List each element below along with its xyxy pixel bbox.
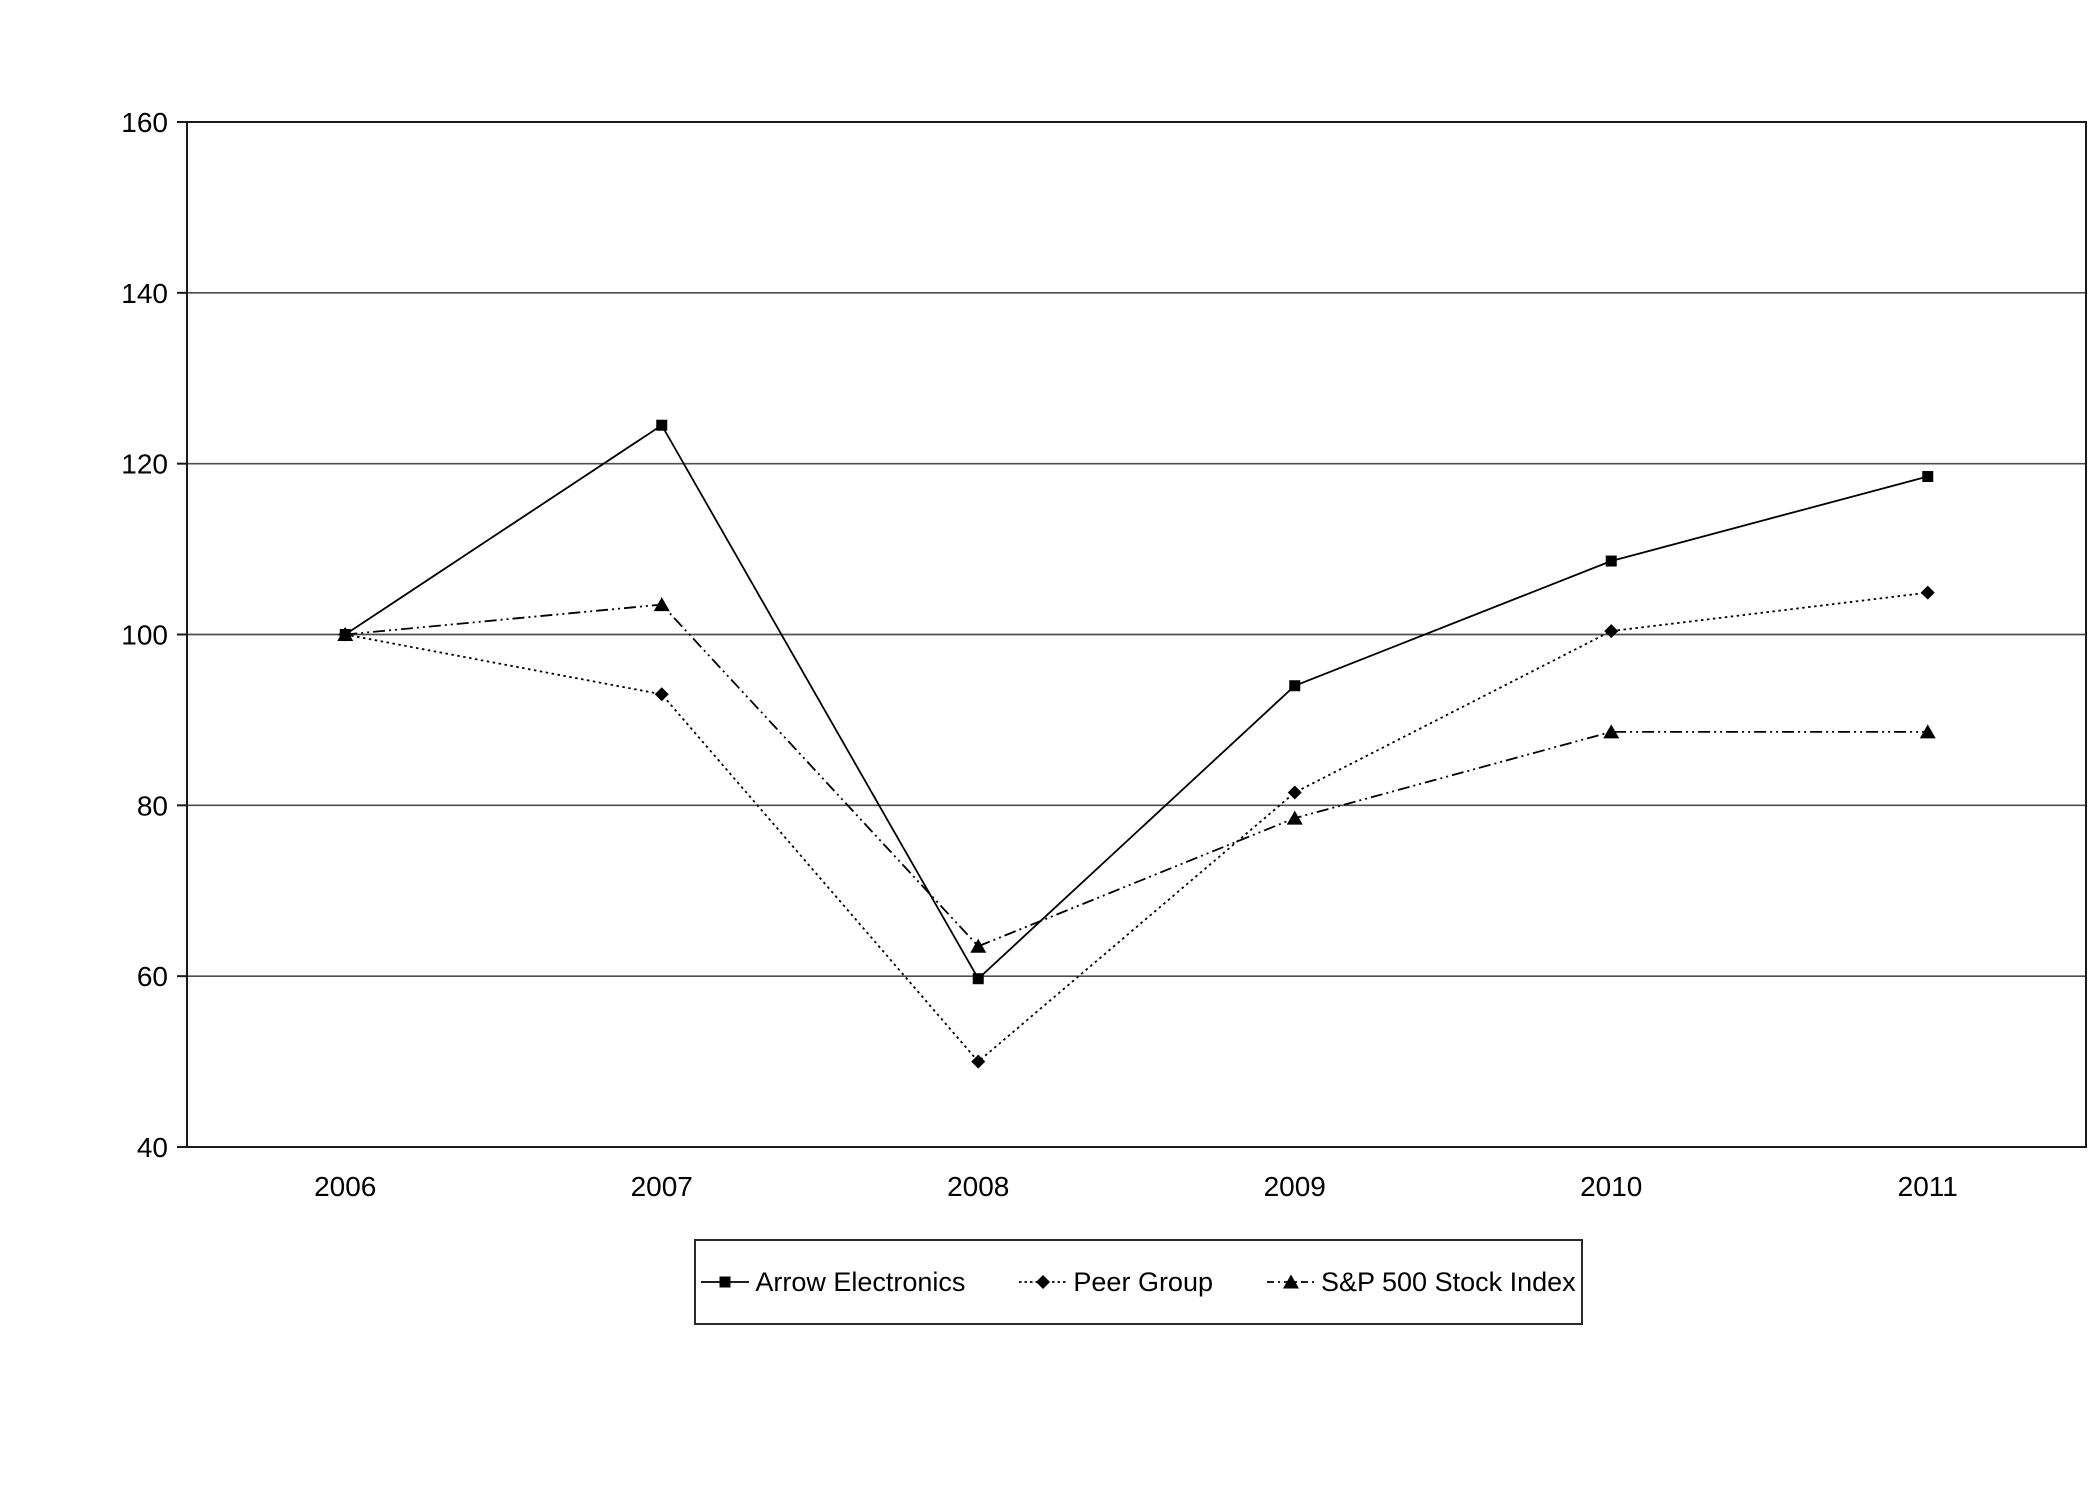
legend-item-peer-group: Peer Group	[1019, 1266, 1213, 1297]
marker-diamond	[1920, 585, 1935, 600]
marker-triangle	[1286, 810, 1303, 825]
series-line-peer-group	[345, 591, 1928, 1063]
y-tick-label: 100	[121, 620, 168, 651]
legend-item-arrow-electronics: Arrow Electronics	[701, 1266, 966, 1297]
legend-marker-diamond	[1036, 1275, 1051, 1289]
plot-border	[186, 121, 2087, 1148]
series-s-p-500-stock-index	[337, 597, 1936, 953]
marker-triangle	[970, 938, 987, 953]
y-tick-label: 140	[121, 278, 168, 309]
x-tick-label: 2006	[314, 1171, 376, 1202]
marker-diamond	[1604, 624, 1619, 639]
legend-label: Peer Group	[1073, 1266, 1213, 1297]
series-line-s-p-500-stock-index	[345, 603, 1928, 948]
legend-swatch-square	[701, 1276, 750, 1288]
legend-label: Arrow Electronics	[755, 1266, 966, 1297]
marker-triangle	[653, 597, 670, 612]
marker-square	[1922, 470, 1934, 482]
marker-square	[656, 419, 668, 431]
marker-square	[1289, 680, 1301, 692]
series-arrow-electronics	[339, 419, 1934, 985]
series-peer-group	[338, 585, 1935, 1069]
legend-marker-square	[719, 1276, 731, 1288]
marker-triangle	[1919, 724, 1936, 739]
legend-swatch-triangle	[1266, 1274, 1315, 1289]
marker-triangle	[1603, 724, 1620, 739]
marker-diamond	[654, 687, 669, 702]
y-tick-label: 40	[137, 1132, 168, 1163]
y-tick-label: 80	[137, 790, 168, 821]
legend-marker-triangle	[1282, 1274, 1299, 1289]
legend-swatch-diamond	[1019, 1275, 1068, 1289]
x-tick-label: 2009	[1264, 1171, 1326, 1202]
marker-square	[972, 973, 984, 985]
x-tick-label: 2008	[947, 1171, 1009, 1202]
marker-square	[1605, 555, 1617, 567]
y-tick-label: 160	[121, 107, 168, 138]
marker-diamond	[1287, 785, 1302, 800]
x-tick-label: 2010	[1580, 1171, 1642, 1202]
x-tick-label: 2011	[1898, 1171, 1958, 1202]
marker-triangle	[337, 627, 354, 641]
series-line-arrow-electronics	[344, 423, 1928, 981]
legend-item-s-p-500-stock-index: S&P 500 Stock Index	[1266, 1266, 1576, 1297]
chart-legend: Arrow Electronics Peer Group S&P 500 Stock…	[694, 1239, 1583, 1325]
marker-diamond	[971, 1054, 986, 1069]
legend-label: S&P 500 Stock Index	[1320, 1266, 1576, 1297]
y-tick-label: 120	[121, 449, 168, 480]
x-tick-label: 2007	[631, 1171, 693, 1202]
y-tick-label: 60	[137, 961, 168, 992]
